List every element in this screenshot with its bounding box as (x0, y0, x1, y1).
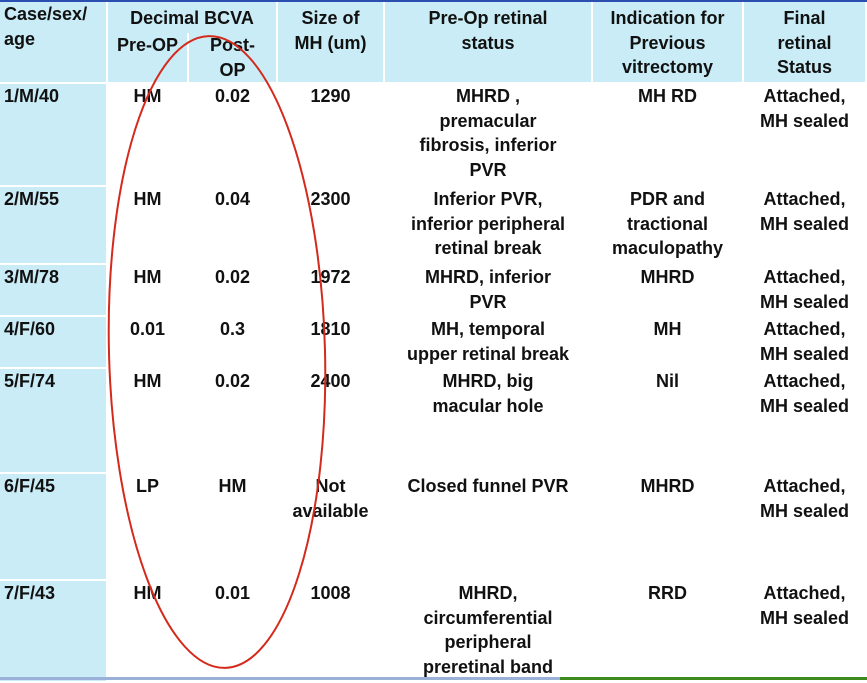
pre-op-cell: LP (108, 474, 189, 581)
size-cell: 1810 (278, 317, 385, 369)
size-cell: 1972 (278, 265, 385, 317)
indication-cell: RRD (593, 581, 744, 683)
table-row: 3/M/78 HM 0.02 1972 MHRD, inferior PVR MH… (0, 265, 867, 317)
pre-op-cell: HM (108, 265, 189, 317)
status-cell: Inferior PVR, inferior peripheral retinal … (385, 187, 593, 265)
table-row: 7/F/43 HM 0.01 1008 MHRD, circumferential… (0, 581, 867, 683)
bottom-accent-bar (0, 677, 867, 680)
table-row: 5/F/74 HM 0.02 2400 MHRD, big macular hol… (0, 369, 867, 474)
post-op-cell: 0.02 (189, 369, 278, 474)
status-cell: MHRD, big macular hole (385, 369, 593, 474)
final-cell: Attached, MH sealed (744, 474, 867, 581)
top-accent-bar (0, 0, 867, 2)
case-cell: 4/F/60 (0, 317, 108, 369)
case-cell: 7/F/43 (0, 581, 108, 683)
pre-op-cell: 0.01 (108, 317, 189, 369)
case-cell: 2/M/55 (0, 187, 108, 265)
header-case: Case/sex/age (0, 2, 108, 84)
size-cell: Not available (278, 474, 385, 581)
size-cell: 2300 (278, 187, 385, 265)
final-cell: Attached, MH sealed (744, 187, 867, 265)
indication-cell: MHRD (593, 474, 744, 581)
header-final-status: Final retinal Status (744, 2, 867, 84)
indication-cell: MH (593, 317, 744, 369)
case-cell: 1/M/40 (0, 84, 108, 187)
header-size: Size of MH (um) (278, 2, 385, 84)
case-cell: 6/F/45 (0, 474, 108, 581)
pre-op-cell: HM (108, 84, 189, 187)
table-row: 4/F/60 0.01 0.3 1810 MH, temporal upper r… (0, 317, 867, 369)
size-cell: 1290 (278, 84, 385, 187)
pre-op-cell: HM (108, 581, 189, 683)
table-row: 1/M/40 HM 0.02 1290 MHRD , premacular fibr… (0, 84, 867, 187)
indication-cell: Nil (593, 369, 744, 474)
header-decimal-bcva: Decimal BCVA (108, 2, 278, 33)
header-preop-status: Pre-Op retinal status (385, 2, 593, 84)
indication-cell: PDR and tractional maculopathy (593, 187, 744, 265)
post-op-cell: HM (189, 474, 278, 581)
size-cell: 1008 (278, 581, 385, 683)
final-cell: Attached, MH sealed (744, 317, 867, 369)
pre-op-cell: HM (108, 369, 189, 474)
final-cell: Attached, MH sealed (744, 84, 867, 187)
table-row: 6/F/45 LP HM Not available Closed funnel … (0, 474, 867, 581)
case-cell: 3/M/78 (0, 265, 108, 317)
post-op-cell: 0.01 (189, 581, 278, 683)
header-post-op: Post- OP (189, 33, 278, 84)
post-op-cell: 0.04 (189, 187, 278, 265)
status-cell: MHRD, inferior PVR (385, 265, 593, 317)
table-row: 2/M/55 HM 0.04 2300 Inferior PVR, inferio… (0, 187, 867, 265)
header-indication: Indication for Previous vitrectomy (593, 2, 744, 84)
size-cell: 2400 (278, 369, 385, 474)
final-cell: Attached, MH sealed (744, 581, 867, 683)
status-cell: MH, temporal upper retinal break (385, 317, 593, 369)
final-cell: Attached, MH sealed (744, 369, 867, 474)
status-cell: MHRD, circumferential peripheral preretinal… (385, 581, 593, 683)
status-cell: MHRD , premacular fibrosis, inferior PVR (385, 84, 593, 187)
post-op-cell: 0.3 (189, 317, 278, 369)
post-op-cell: 0.02 (189, 84, 278, 187)
case-cell: 5/F/74 (0, 369, 108, 474)
status-cell: Closed funnel PVR (385, 474, 593, 581)
indication-cell: MH RD (593, 84, 744, 187)
pre-op-cell: HM (108, 187, 189, 265)
header-pre-op: Pre-OP (108, 33, 189, 84)
post-op-cell: 0.02 (189, 265, 278, 317)
final-cell: Attached, MH sealed (744, 265, 867, 317)
indication-cell: MHRD (593, 265, 744, 317)
